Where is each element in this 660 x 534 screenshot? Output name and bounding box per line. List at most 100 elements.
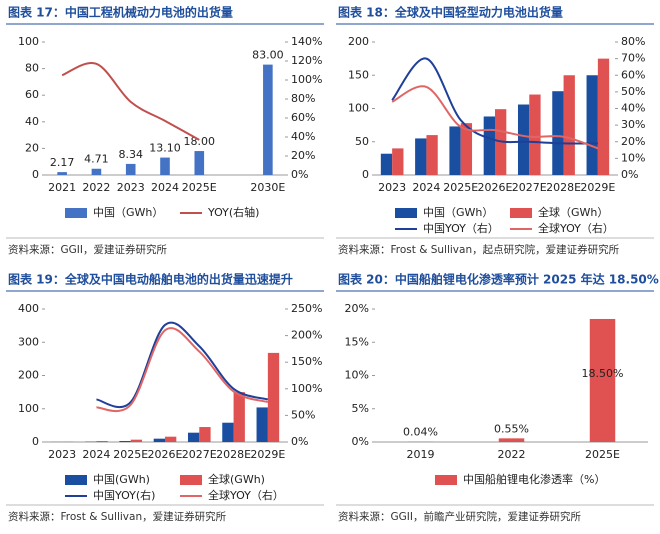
- y-tick-label: 60: [25, 88, 39, 101]
- y-tick-label: 0: [362, 168, 369, 181]
- legend-swatch: [65, 475, 87, 485]
- chart-title: 图表 17：中国工程机械动力电池的出货量: [8, 5, 233, 20]
- legend-label: 中国YOY（右）: [423, 221, 499, 235]
- legend-swatch: [510, 208, 532, 218]
- x-tick-label: 2025E: [443, 181, 478, 194]
- x-tick-label: 2025E: [585, 448, 620, 461]
- bar: [380, 153, 393, 175]
- y-tick-label: 15%: [345, 335, 369, 348]
- value-label: 4.71: [84, 153, 109, 166]
- x-tick-label: 2023: [117, 181, 145, 194]
- bar: [563, 75, 575, 175]
- legend-label: 全球YOY（右）: [538, 221, 614, 235]
- y-tick-label: 40: [25, 115, 39, 128]
- y-tick-label: 150: [348, 68, 369, 81]
- legend-label: 中国YOY(右): [93, 488, 155, 502]
- y-tick-label: 80: [25, 62, 39, 75]
- y-tick-label: 200: [18, 369, 39, 382]
- y-tick-label: 5%: [352, 402, 369, 415]
- bar: [263, 64, 273, 175]
- x-tick-label: 2025E: [113, 448, 148, 461]
- y2-tick-label: 20%: [291, 149, 315, 162]
- bar: [233, 392, 245, 442]
- y-tick-label: 0: [32, 168, 39, 181]
- value-label: 83.00: [252, 49, 284, 62]
- source-note: 资料来源：Frost & Sullivan，爱建证券研究所: [8, 510, 227, 523]
- y-tick-label: 10%: [345, 369, 369, 382]
- bar: [552, 91, 564, 175]
- x-tick-label: 2019: [407, 448, 435, 461]
- bar: [130, 439, 143, 442]
- bar: [125, 163, 136, 175]
- bar: [483, 116, 495, 175]
- legend-swatch: [395, 208, 417, 218]
- y2-tick-label: 80%: [621, 35, 645, 48]
- bar: [256, 407, 268, 442]
- source-note: 资料来源：GGII，爱建证券研究所: [8, 243, 167, 256]
- y2-tick-label: 30%: [621, 118, 645, 131]
- bar: [517, 104, 530, 175]
- x-tick-label: 2021: [48, 181, 76, 194]
- y2-tick-label: 150%: [291, 355, 322, 368]
- y2-tick-label: 40%: [621, 102, 645, 115]
- y2-tick-label: 200%: [291, 329, 322, 342]
- bar: [449, 126, 461, 175]
- line: [391, 57, 598, 145]
- bar: [91, 168, 102, 175]
- legend-label: 中国（GWh）: [423, 206, 493, 219]
- bar: [160, 157, 170, 175]
- bar: [96, 441, 108, 442]
- bar: [589, 318, 616, 442]
- bar: [222, 422, 234, 442]
- y-tick-label: 400: [18, 302, 39, 315]
- x-tick-label: 2025E: [182, 181, 217, 194]
- y2-tick-label: 50%: [621, 85, 645, 98]
- bar: [415, 138, 427, 175]
- bar: [187, 432, 200, 442]
- bar: [392, 148, 404, 175]
- x-tick-label: 2022: [82, 181, 110, 194]
- bar: [194, 151, 205, 175]
- y-tick-label: 100: [18, 35, 39, 48]
- x-tick-label: 2029E: [580, 181, 615, 194]
- y2-tick-label: 140%: [291, 35, 322, 48]
- x-tick-label: 2026E: [148, 448, 183, 461]
- legend-swatch: [65, 208, 87, 218]
- x-tick-label: 2028E: [216, 448, 251, 461]
- chart-title: 图表 19：全球及中国电动船舶电池的出货量迅速提升: [8, 272, 293, 287]
- y2-tick-label: 60%: [291, 111, 315, 124]
- legend-label: 全球YOY（右）: [208, 488, 284, 502]
- y-tick-label: 100: [348, 102, 369, 115]
- x-tick-label: 2027E: [182, 448, 217, 461]
- bar: [597, 58, 610, 175]
- y2-tick-label: 250%: [291, 302, 322, 315]
- y-tick-label: 0: [32, 435, 39, 448]
- value-label: 0.04%: [403, 426, 438, 439]
- legend-label: 中国(GWh): [93, 473, 150, 486]
- legend-swatch: [435, 475, 457, 485]
- y2-tick-label: 100%: [291, 382, 322, 395]
- value-label: 18.00: [184, 135, 216, 148]
- bar: [199, 427, 211, 442]
- bar: [426, 135, 438, 175]
- y2-tick-label: 60%: [621, 68, 645, 81]
- y-tick-label: 200: [348, 35, 369, 48]
- source-note: 资料来源：Frost & Sullivan，起点研究院，爱建证券研究所: [338, 243, 620, 256]
- y-tick-label: 300: [18, 335, 39, 348]
- bar: [460, 123, 473, 175]
- value-label: 2.17: [50, 156, 75, 169]
- x-tick-label: 2029E: [250, 448, 285, 461]
- line: [391, 85, 599, 150]
- y2-tick-label: 40%: [291, 130, 315, 143]
- y2-tick-label: 0%: [621, 168, 638, 181]
- y2-tick-label: 0%: [291, 168, 308, 181]
- bar: [586, 75, 598, 175]
- y2-tick-label: 70%: [621, 52, 645, 65]
- x-tick-label: 2024: [82, 448, 110, 461]
- chart-title: 图表 20：中国船舶锂电化渗透率预计 2025 年达 18.50%: [338, 272, 659, 287]
- value-label: 0.55%: [494, 422, 529, 435]
- y2-tick-label: 20%: [621, 135, 645, 148]
- line: [96, 321, 269, 408]
- legend-label: 全球（GWh）: [538, 205, 608, 219]
- x-tick-label: 2023: [48, 448, 76, 461]
